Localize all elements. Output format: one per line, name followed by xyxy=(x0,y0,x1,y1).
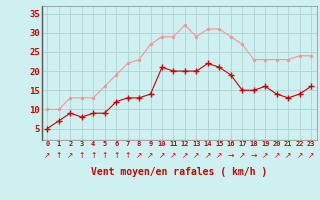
Text: →: → xyxy=(251,151,257,160)
Text: ↗: ↗ xyxy=(262,151,268,160)
Text: ↑: ↑ xyxy=(124,151,131,160)
Text: ↗: ↗ xyxy=(136,151,142,160)
Text: ↗: ↗ xyxy=(216,151,222,160)
Text: ↑: ↑ xyxy=(78,151,85,160)
Text: ↗: ↗ xyxy=(67,151,74,160)
Text: ↗: ↗ xyxy=(170,151,177,160)
Text: ↑: ↑ xyxy=(90,151,96,160)
Text: ↗: ↗ xyxy=(285,151,291,160)
Text: ↗: ↗ xyxy=(296,151,303,160)
Text: ↗: ↗ xyxy=(205,151,211,160)
Text: ↗: ↗ xyxy=(193,151,200,160)
Text: ↗: ↗ xyxy=(274,151,280,160)
Text: ↗: ↗ xyxy=(182,151,188,160)
Text: ↗: ↗ xyxy=(239,151,245,160)
Text: ↗: ↗ xyxy=(147,151,154,160)
Text: ↑: ↑ xyxy=(101,151,108,160)
Text: →: → xyxy=(228,151,234,160)
Text: ↗: ↗ xyxy=(159,151,165,160)
Text: ↑: ↑ xyxy=(56,151,62,160)
Text: ↗: ↗ xyxy=(308,151,314,160)
X-axis label: Vent moyen/en rafales ( km/h ): Vent moyen/en rafales ( km/h ) xyxy=(91,167,267,177)
Text: ↑: ↑ xyxy=(113,151,119,160)
Text: ↗: ↗ xyxy=(44,151,51,160)
